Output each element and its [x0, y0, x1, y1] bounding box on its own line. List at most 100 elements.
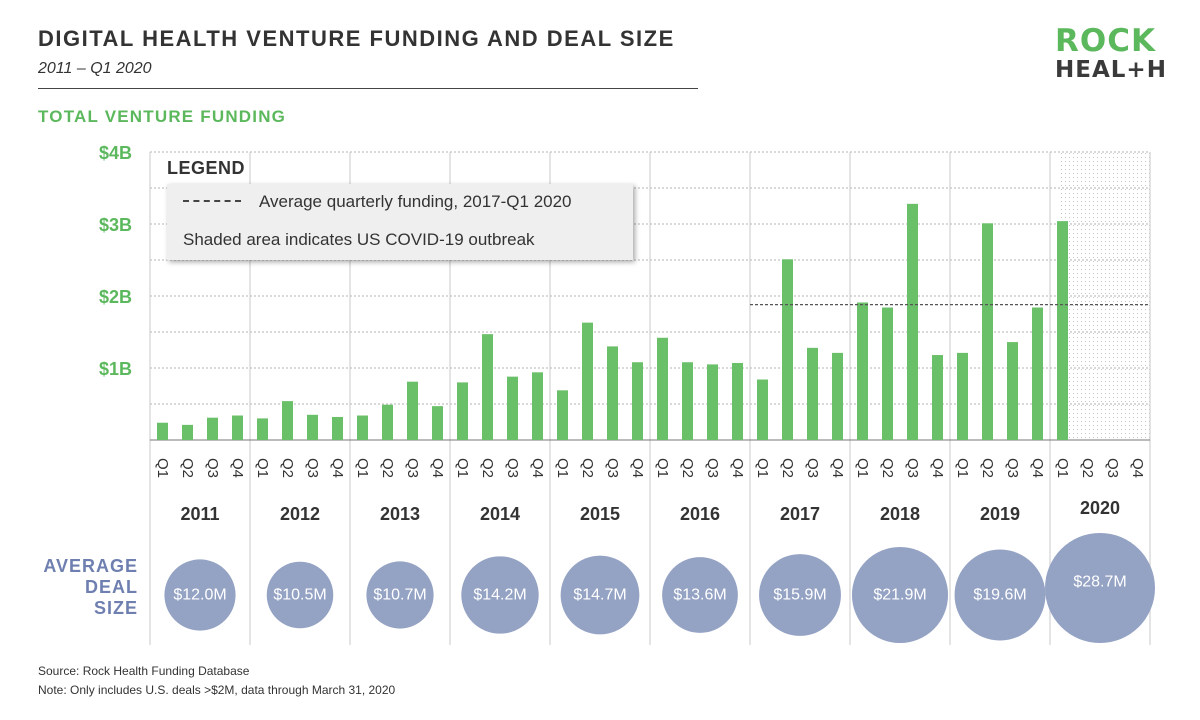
bar-2016-q2: [682, 362, 693, 440]
legend-shaded-label: Shaded area indicates US COVID-19 outbre…: [183, 230, 535, 249]
quarter-label: Q2: [579, 458, 596, 478]
bar-2013-q1: [357, 415, 368, 440]
deal-heading-line-3: SIZE: [93, 598, 138, 618]
year-label: 2020: [1080, 498, 1120, 518]
deal-size-bubble: [1045, 533, 1155, 643]
quarter-label: Q3: [504, 458, 521, 478]
bar-2013-q3: [407, 381, 418, 440]
legend-item-shaded: Shaded area indicates US COVID-19 outbre…: [183, 230, 535, 250]
deal-size-bubble: [164, 559, 236, 631]
year-label: 2014: [480, 504, 520, 524]
bar-2016-q1: [657, 337, 668, 440]
deal-size-bubble: [560, 555, 640, 635]
y-tick-label: $1B: [99, 359, 132, 379]
quarter-label: Q1: [754, 458, 771, 478]
quarter-label: Q3: [404, 458, 421, 478]
quarter-label: Q3: [304, 458, 321, 478]
legend-item-average: Average quarterly funding, 2017-Q1 2020: [183, 192, 572, 212]
bar-2014-q4: [532, 372, 543, 440]
deal-size-label: $10.5M: [273, 587, 326, 604]
year-label: 2013: [380, 504, 420, 524]
bar-2014-q2: [482, 334, 493, 440]
quarter-label: Q1: [354, 458, 371, 478]
bar-2020-q1: [1057, 221, 1068, 440]
legend-heading: LEGEND: [167, 158, 246, 178]
bar-2015-q1: [557, 390, 568, 440]
quarter-label: Q3: [1104, 458, 1121, 478]
deal-size-bubble: [954, 549, 1046, 641]
quarter-label: Q3: [704, 458, 721, 478]
deal-size-bubble: [662, 557, 738, 633]
quarter-label: Q2: [479, 458, 496, 478]
bar-2018-q3: [907, 203, 918, 440]
legend-box: Average quarterly funding, 2017-Q1 2020 …: [167, 184, 633, 260]
deal-size-label: $28.7M: [1073, 574, 1126, 591]
quarter-label: Q4: [629, 458, 646, 478]
deal-size-label: $10.7M: [373, 587, 426, 604]
bar-2015-q3: [607, 346, 618, 440]
deal-size-label: $21.9M: [873, 587, 926, 604]
quarter-label: Q4: [1129, 458, 1146, 478]
bar-2018-q1: [857, 302, 868, 440]
logo-line-1: ROCK: [1055, 23, 1156, 59]
bar-2018-q2: [882, 307, 893, 440]
quarter-label: Q2: [879, 458, 896, 478]
quarter-label: Q2: [1079, 458, 1096, 478]
quarter-label: Q4: [229, 458, 246, 478]
y-tick-label: $3B: [99, 215, 132, 235]
year-label: 2011: [180, 504, 219, 524]
source-note: Source: Rock Health Funding Database: [38, 664, 250, 678]
footer: Source: Rock Health Funding Database Not…: [38, 662, 395, 700]
deal-size-label: $15.9M: [773, 587, 826, 604]
quarter-label: Q2: [679, 458, 696, 478]
quarter-label: Q1: [1054, 458, 1071, 478]
bar-2014-q3: [507, 376, 518, 440]
bar-2017-q2: [782, 259, 793, 440]
funding-chart: $1B $2B $3B $4B Q1 Q2 Q3 Q4 2011 Q1 Q2 Q3 Q4 2012 Q1 Q2…: [99, 143, 1155, 645]
footnote: Note: Only includes U.S. deals >$2M, dat…: [38, 683, 396, 697]
bar-2012-q1: [257, 418, 268, 440]
y-tick-label: $2B: [99, 287, 132, 307]
bar-2011-q1: [157, 422, 168, 440]
bar-2017-q3: [807, 347, 818, 440]
year-label: 2016: [680, 504, 720, 524]
quarter-label: Q2: [179, 458, 196, 478]
quarter-label: Q1: [154, 458, 171, 478]
bar-2011-q2: [182, 424, 193, 440]
rock-health-logo: ROCK HEAL+H: [1055, 26, 1167, 86]
quarter-label: Q3: [804, 458, 821, 478]
bar-2011-q3: [207, 417, 218, 440]
quarter-label: Q4: [529, 458, 546, 478]
bar-2015-q4: [632, 362, 643, 440]
year-label: 2012: [280, 504, 320, 524]
quarter-label: Q1: [554, 458, 571, 478]
deal-size-heading: AVERAGE DEAL SIZE: [20, 556, 138, 619]
quarter-label: Q3: [1004, 458, 1021, 478]
deal-size-bubble: [851, 546, 949, 644]
quarter-label: Q2: [279, 458, 296, 478]
year-label: 2015: [580, 504, 620, 524]
quarter-label: Q3: [604, 458, 621, 478]
year-label: 2018: [880, 504, 920, 524]
bar-2015-q2: [582, 322, 593, 440]
bar-2019-q3: [1007, 342, 1018, 440]
quarter-label: Q2: [779, 458, 796, 478]
quarter-label: Q1: [654, 458, 671, 478]
bar-2014-q1: [457, 382, 468, 440]
bar-2017-q1: [757, 379, 768, 440]
deal-size-bubble: [759, 554, 841, 636]
deal-size-label: $19.6M: [973, 587, 1026, 604]
deal-heading-line-2: DEAL: [85, 577, 138, 597]
chart-title: DIGITAL HEALTH VENTURE FUNDING AND DEAL …: [38, 26, 675, 51]
quarter-label: Q4: [429, 458, 446, 478]
dashed-line-icon: [183, 199, 241, 202]
quarter-label: Q1: [254, 458, 271, 478]
legend-average-label: Average quarterly funding, 2017-Q1 2020: [259, 192, 572, 211]
deal-heading-line-1: AVERAGE: [43, 556, 138, 576]
chart-subtitle: 2011 – Q1 2020: [38, 60, 152, 77]
year-label: 2017: [780, 504, 820, 524]
bar-2011-q4: [232, 415, 243, 440]
quarter-label: Q3: [204, 458, 221, 478]
bar-2019-q1: [957, 352, 968, 440]
bar-2012-q2: [282, 401, 293, 440]
